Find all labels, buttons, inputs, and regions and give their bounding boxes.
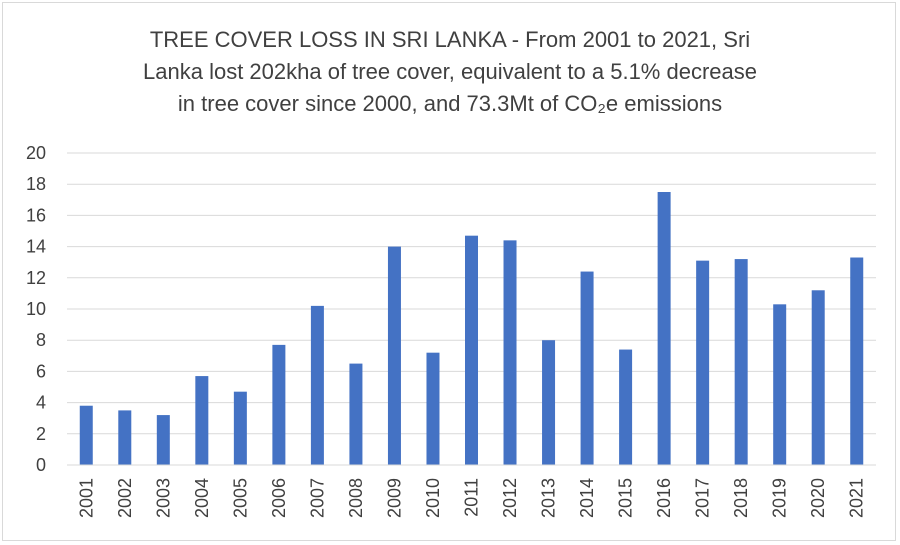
y-tick-label: 12 — [26, 268, 46, 288]
x-tick-label: 2011 — [462, 478, 482, 517]
x-tick-label: 2001 — [76, 478, 96, 518]
y-tick-label: 2 — [36, 424, 46, 444]
x-tick-label: 2013 — [539, 478, 559, 518]
bar-2009 — [387, 246, 401, 465]
y-tick-label: 14 — [26, 237, 46, 257]
chart-title-line-3: in tree cover since 2000, and 73.3Mt of … — [177, 91, 723, 116]
y-tick-label: 4 — [36, 393, 46, 413]
y-tick-label: 10 — [26, 299, 46, 319]
chart-title-line-1: TREE COVER LOSS IN SRI LANKA - From 2001… — [149, 27, 751, 52]
x-tick-label: 2005 — [230, 478, 250, 518]
x-tick-label: 2007 — [307, 478, 327, 518]
bar-2006 — [272, 344, 286, 465]
x-tick-label: 2015 — [616, 478, 636, 518]
x-tick-label: 2014 — [577, 478, 597, 518]
bar-2005 — [233, 391, 247, 465]
y-tick-label: 18 — [26, 174, 46, 194]
y-tick-label: 0 — [36, 455, 46, 475]
bar-2013 — [542, 340, 556, 465]
x-tick-label: 2016 — [654, 478, 674, 518]
bar-2020 — [811, 290, 825, 465]
x-tick-label: 2012 — [500, 478, 520, 518]
x-tick-label: 2009 — [384, 478, 404, 518]
x-tick-label: 2004 — [192, 478, 212, 518]
bar-2019 — [773, 304, 787, 465]
y-axis: 0 2 4 6 8 10 12 14 16 18 20 — [26, 143, 46, 475]
bar-2015 — [619, 349, 633, 465]
bar-2001 — [79, 405, 93, 465]
x-tick-label: 2006 — [269, 478, 289, 518]
bar-2010 — [426, 352, 440, 465]
y-tick-label: 20 — [26, 143, 46, 163]
y-tick-label: 6 — [36, 361, 46, 381]
x-tick-label: 2018 — [731, 478, 751, 518]
y-tick-label: 8 — [36, 330, 46, 350]
x-tick-label: 2002 — [115, 478, 135, 518]
x-tick-label: 2008 — [346, 478, 366, 518]
bar-2017 — [696, 260, 710, 465]
x-tick-label: 2003 — [153, 478, 173, 518]
bar-2016 — [657, 192, 671, 465]
x-axis: 2001 2002 2003 2004 2005 2006 2007 2008 2009 2010… — [67, 464, 876, 518]
bar-2012 — [503, 240, 517, 465]
x-tick-label: 2019 — [770, 478, 790, 518]
bar-2021 — [850, 257, 864, 465]
chart-title: TREE COVER LOSS IN SRI LANKA - From 2001… — [80, 24, 820, 120]
bar-2004 — [195, 376, 209, 465]
bar-2003 — [156, 415, 170, 465]
bar-2008 — [349, 363, 363, 465]
chart-title-line-2: Lanka lost 202kha of tree cover, equival… — [143, 59, 757, 84]
bar-2007 — [310, 305, 324, 465]
bars — [79, 192, 864, 465]
x-tick-label: 2017 — [693, 478, 713, 518]
y-tick-label: 16 — [26, 205, 46, 225]
bar-2018 — [734, 259, 748, 465]
x-tick-label: 2020 — [808, 478, 828, 518]
bar-2002 — [118, 410, 132, 465]
bar-2011 — [465, 235, 478, 465]
x-tick-label: 2021 — [847, 478, 867, 518]
x-tick-label: 2010 — [423, 478, 443, 518]
bar-2014 — [580, 271, 594, 465]
